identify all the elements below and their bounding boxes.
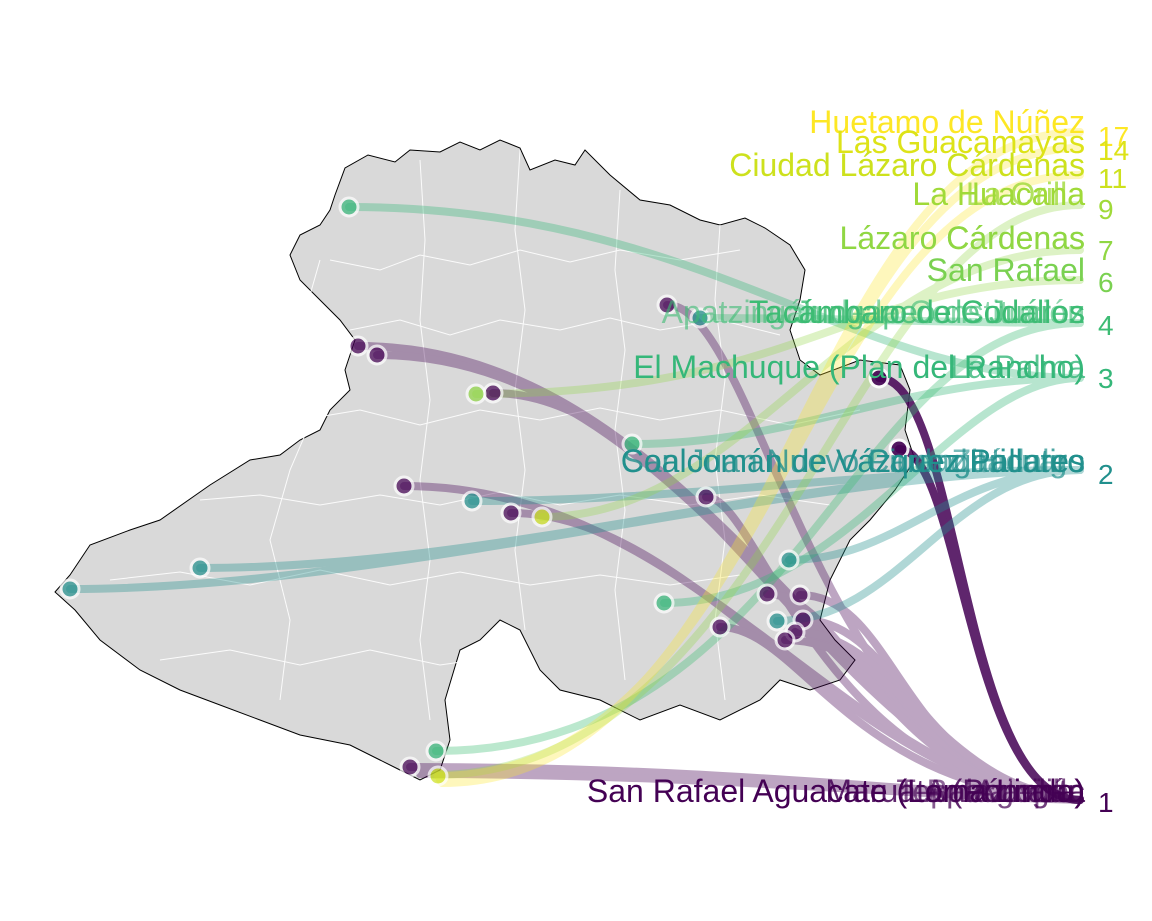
rank-number: 4 (1098, 310, 1114, 341)
rank-number: 3 (1098, 363, 1114, 394)
circle-marker-icon (393, 475, 415, 497)
circle-marker-icon (500, 502, 522, 524)
state-polygon (54, 139, 916, 781)
rank-number: 17 (1098, 121, 1129, 152)
circle-marker-icon (338, 196, 360, 218)
circle-marker-icon (756, 583, 778, 605)
circle-marker-icon (621, 433, 643, 455)
label-r1a: San Rafael Aguacate (Loma Linda) (587, 773, 1085, 809)
rank-number: 7 (1098, 235, 1114, 266)
circle-marker-icon (189, 557, 211, 579)
label-r14: Las Guacamayas (836, 124, 1085, 160)
label-r1d: Aguililla (975, 773, 1085, 809)
circle-marker-icon (425, 740, 447, 762)
circle-marker-icon (888, 438, 910, 460)
circle-marker-icon (531, 506, 553, 528)
circle-marker-icon (868, 367, 890, 389)
circle-marker-icon (653, 592, 675, 614)
rank-number: 11 (1098, 163, 1127, 194)
label-r3a: El Machuque (Plan del Rancho) (633, 349, 1085, 385)
label-r3b: La Palma (950, 349, 1085, 385)
circle-marker-icon (689, 307, 711, 329)
label-r2a: Coalcomán de Vázquez Pallares (621, 443, 1085, 479)
circle-marker-icon (465, 383, 487, 405)
flow-lines (66, 128, 1084, 804)
label-r9a: La Huacana (912, 176, 1085, 212)
circle-marker-icon (366, 344, 388, 366)
circle-marker-icon (774, 629, 796, 651)
circle-marker-icon (789, 584, 811, 606)
rank-number: 2 (1098, 459, 1114, 490)
circle-marker-icon (656, 294, 678, 316)
locality-points (59, 196, 910, 787)
label-r6: San Rafael (927, 252, 1085, 288)
rank-number: 1 (1098, 787, 1114, 818)
circle-marker-icon (399, 756, 421, 778)
rank-number: 9 (1098, 194, 1114, 225)
circle-marker-icon (347, 335, 369, 357)
circle-marker-icon (766, 610, 788, 632)
label-r17: Huetamo de Núñez (809, 104, 1085, 140)
rank-labels: Huetamo de Núñez Las Guacamayas Ciudad L… (587, 104, 1085, 809)
label-r4c: Apatzingán de la Constitución (662, 294, 1085, 330)
rank-number: 14 (1098, 135, 1129, 166)
circle-marker-icon (695, 486, 717, 508)
circle-marker-icon (482, 382, 504, 404)
label-r11: Ciudad Lázaro Cárdenas (729, 147, 1085, 183)
label-r7a: Lázaro Cárdenas (840, 220, 1085, 256)
circle-marker-icon (427, 765, 449, 787)
label-r7b: Cárdenas (946, 220, 1085, 256)
label-r2c: Ciudad Hidalgo (866, 443, 1085, 479)
label-r4b: Jungapeo de Juárez (795, 294, 1085, 330)
label-r1b: Maruata (Pómaro) (825, 773, 1085, 809)
label-r1e: Tepalcatepec (896, 773, 1085, 809)
circle-marker-icon (709, 616, 731, 638)
label-r2d: Zitácuaro (952, 443, 1085, 479)
circle-marker-icon (461, 490, 483, 512)
rank-number: 6 (1098, 267, 1114, 298)
label-r4a: Tacámbaro de Codallos (749, 294, 1085, 330)
circle-marker-icon (59, 578, 81, 600)
label-r9b: La Orilla (966, 176, 1085, 212)
circle-marker-icon (778, 549, 800, 571)
rank-numbers: 17 14 11 9 7 6 4 3 2 1 (1098, 121, 1129, 818)
label-r1c: Apatzingán (925, 773, 1085, 809)
label-r1f: Buenavista (927, 773, 1086, 809)
label-r2b: San Juan Nuevo Parangaricutiro (623, 443, 1086, 479)
